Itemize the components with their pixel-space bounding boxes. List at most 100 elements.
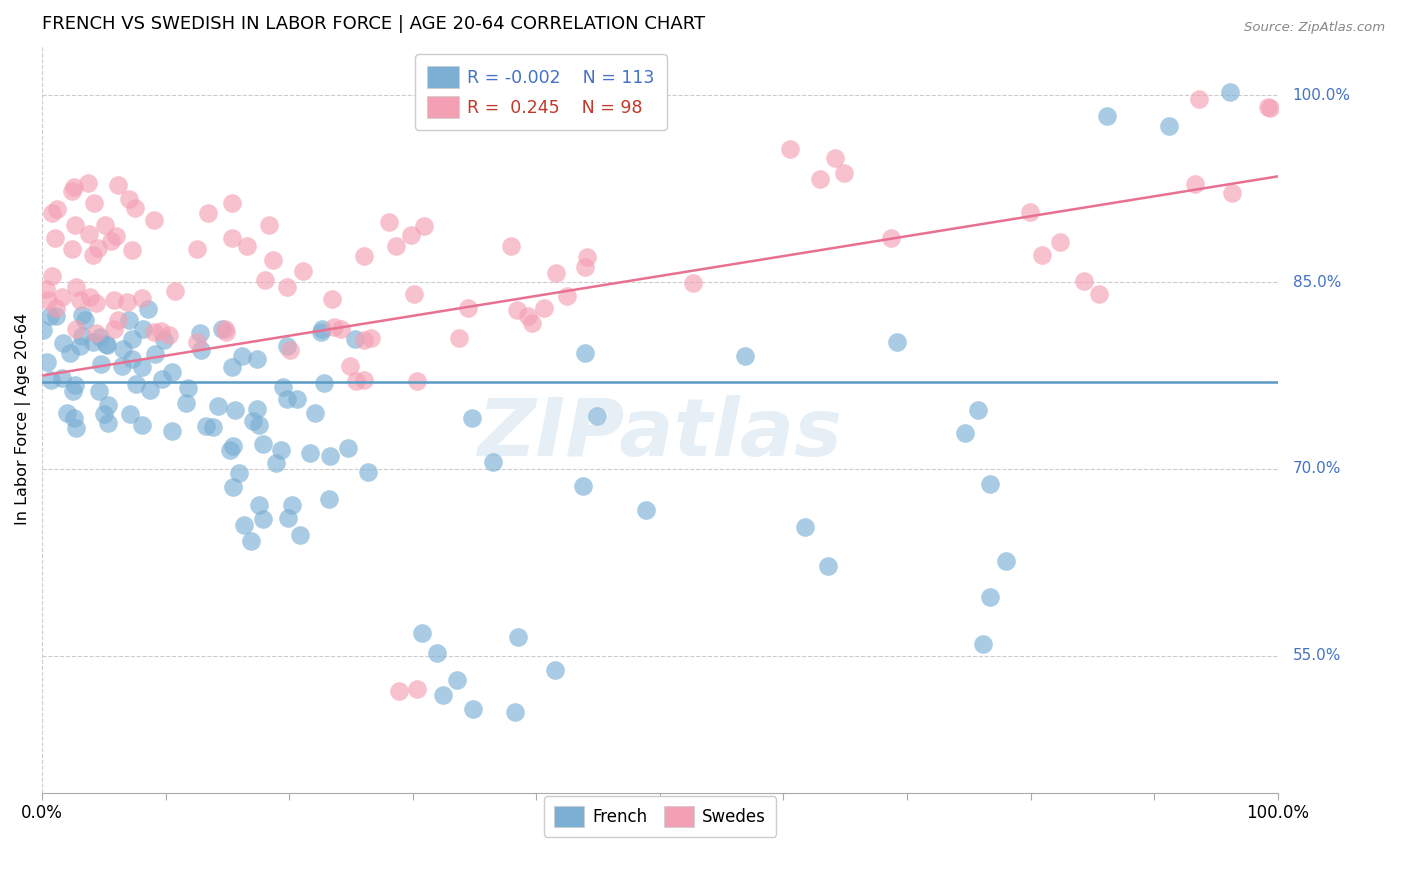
Point <box>505 705 527 719</box>
Text: ZIPatlas: ZIPatlas <box>478 395 842 473</box>
Point <box>574 346 596 360</box>
Point <box>1073 274 1095 288</box>
Point <box>682 277 704 291</box>
Point <box>508 630 530 644</box>
Point <box>82 248 104 262</box>
Point <box>84 326 107 340</box>
Point <box>1049 235 1071 250</box>
Point <box>65 279 87 293</box>
Point <box>546 266 568 280</box>
Point <box>186 335 208 350</box>
Point <box>544 663 567 677</box>
Point <box>353 249 375 263</box>
Point <box>89 330 111 344</box>
Point <box>318 492 340 507</box>
Point <box>82 335 104 350</box>
Point <box>41 269 63 284</box>
Point <box>37 293 59 308</box>
Point <box>60 184 83 198</box>
Point <box>190 343 212 357</box>
Point <box>378 215 401 229</box>
Point <box>152 333 174 347</box>
Point <box>90 357 112 371</box>
Point <box>1220 186 1243 201</box>
Point <box>252 437 274 451</box>
Point <box>779 142 801 156</box>
Point <box>353 373 375 387</box>
Point <box>120 407 142 421</box>
Point <box>499 238 522 252</box>
Point <box>337 441 360 455</box>
Point <box>188 326 211 341</box>
Point <box>221 359 243 374</box>
Point <box>214 322 236 336</box>
Legend: French, Swedes: French, Swedes <box>544 797 776 837</box>
Point <box>105 228 128 243</box>
Point <box>411 625 433 640</box>
Point <box>298 446 321 460</box>
Point <box>967 402 990 417</box>
Point <box>311 322 333 336</box>
Point <box>1258 101 1281 115</box>
Point <box>39 309 62 323</box>
Point <box>65 322 87 336</box>
Point <box>793 520 815 534</box>
Point <box>321 293 343 307</box>
Point <box>211 322 233 336</box>
Point <box>174 396 197 410</box>
Point <box>242 414 264 428</box>
Point <box>62 384 84 399</box>
Point <box>165 284 187 298</box>
Point <box>103 293 125 308</box>
Point <box>520 316 543 330</box>
Point <box>384 239 406 253</box>
Point <box>330 321 353 335</box>
Text: 100.0%: 100.0% <box>1292 88 1351 103</box>
Point <box>69 293 91 307</box>
Point <box>285 392 308 406</box>
Point <box>353 333 375 347</box>
Point <box>143 347 166 361</box>
Point <box>276 339 298 353</box>
Point <box>51 290 73 304</box>
Point <box>107 312 129 326</box>
Point <box>39 373 62 387</box>
Point <box>121 352 143 367</box>
Point <box>45 309 67 323</box>
Point <box>69 339 91 353</box>
Point <box>1031 248 1053 262</box>
Point <box>73 313 96 327</box>
Point <box>52 336 75 351</box>
Point <box>228 467 250 481</box>
Point <box>406 374 429 388</box>
Point <box>399 228 422 243</box>
Point <box>51 370 73 384</box>
Point <box>252 512 274 526</box>
Point <box>413 219 436 233</box>
Point <box>94 219 117 233</box>
Point <box>89 384 111 398</box>
Point <box>572 479 595 493</box>
Point <box>195 419 218 434</box>
Point <box>555 289 578 303</box>
Point <box>215 326 238 340</box>
Point <box>817 558 839 573</box>
Point <box>344 332 367 346</box>
Point <box>125 377 148 392</box>
Point <box>86 241 108 255</box>
Point <box>1257 100 1279 114</box>
Point <box>339 359 361 373</box>
Point <box>276 392 298 406</box>
Point <box>107 178 129 193</box>
Point <box>83 195 105 210</box>
Point <box>273 380 295 394</box>
Text: 85.0%: 85.0% <box>1292 275 1341 290</box>
Point <box>62 410 84 425</box>
Text: 55.0%: 55.0% <box>1292 648 1341 664</box>
Point <box>405 682 427 697</box>
Point <box>1219 85 1241 99</box>
Point <box>880 230 903 244</box>
Point <box>426 646 449 660</box>
Point <box>79 290 101 304</box>
Point <box>246 402 269 417</box>
